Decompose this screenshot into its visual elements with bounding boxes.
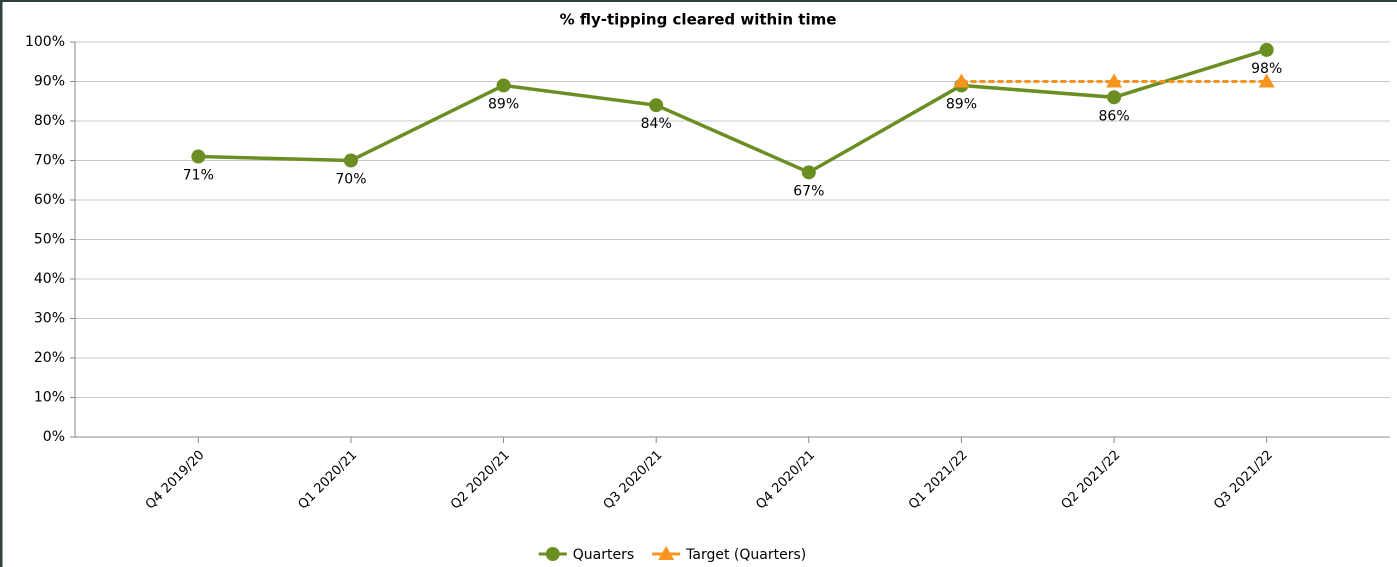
point — [1106, 73, 1123, 88]
point — [801, 165, 816, 180]
legend-item: Target (Quarters) — [652, 546, 806, 563]
point — [1107, 90, 1122, 105]
legend-label: Quarters — [573, 547, 634, 563]
point — [953, 73, 970, 88]
legend-marker — [658, 546, 675, 560]
y-tick-label: 70% — [34, 153, 65, 169]
y-tick-label: 50% — [34, 232, 65, 248]
point — [1258, 73, 1275, 88]
y-tick-label: 0% — [43, 429, 65, 445]
point — [649, 98, 664, 113]
y-tick-label: 80% — [34, 113, 65, 129]
data-label: 84% — [641, 116, 672, 132]
data-label: 86% — [1099, 108, 1130, 124]
legend-label: Target (Quarters) — [685, 547, 806, 563]
point — [496, 78, 511, 93]
y-tick-label: 20% — [34, 350, 65, 366]
legend-item: Quarters — [538, 547, 634, 563]
point — [1259, 42, 1274, 57]
data-label: 98% — [1251, 61, 1282, 77]
y-tick-label: 100% — [25, 34, 65, 50]
data-label: 70% — [335, 172, 366, 188]
point — [343, 153, 358, 168]
y-tick-label: 90% — [34, 74, 65, 90]
y-tick-label: 30% — [34, 311, 65, 327]
series-line — [198, 48, 1268, 175]
legend-marker — [545, 547, 560, 561]
data-label: 89% — [946, 96, 977, 112]
chart-title: % fly-tipping cleared within time — [560, 11, 837, 29]
data-label: 89% — [488, 96, 519, 112]
data-label: 71% — [183, 168, 214, 184]
point — [191, 149, 206, 164]
y-tick-label: 40% — [34, 271, 65, 287]
legend: Quarters Target (Quarters) — [538, 546, 806, 563]
y-tick-label: 10% — [34, 390, 65, 406]
y-tick-label: 60% — [34, 192, 65, 208]
data-label: 67% — [793, 183, 824, 199]
